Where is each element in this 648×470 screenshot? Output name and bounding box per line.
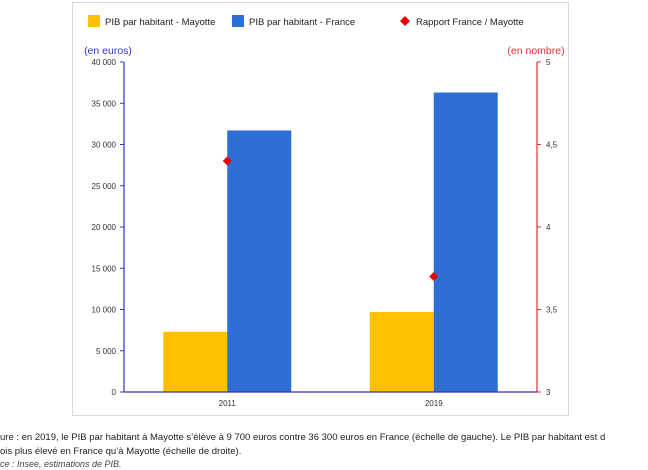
ratio-point-2019: [429, 272, 439, 281]
caption-line-2: ois plus élevé en France qu’à Mayotte (é…: [0, 446, 242, 457]
left-tick-label: 15 000: [92, 264, 117, 273]
right-tick-label: 4: [546, 223, 551, 232]
legend-label: PIB par habitant - France: [249, 17, 355, 28]
legend-swatch: [400, 16, 410, 26]
left-axis-label: (en euros): [84, 45, 132, 57]
caption-line-1: ure : en 2019, le PIB par habitant à May…: [0, 432, 606, 443]
caption-source: ce : Insee, estimations de PIB.: [0, 459, 122, 469]
right-tick-label: 3: [546, 388, 551, 397]
chart-frame: PIB par habitant - Mayotte PIB par habita…: [72, 2, 569, 416]
legend-label: Rapport France / Mayotte: [416, 17, 524, 28]
ratio-point-2011: [222, 156, 232, 166]
left-axis-ticks: 0 5 000 10 000 15 000 20 000 25 000 30 000 35 0…: [92, 58, 124, 397]
left-tick-label: 40 000: [92, 58, 117, 67]
legend-swatch: [88, 15, 100, 27]
ratio-points: [222, 156, 439, 281]
bar-france-2011: [227, 130, 292, 392]
bar-mayotte-2011: [163, 331, 228, 392]
bar-france-2019: [433, 92, 498, 393]
right-axis-ticks: 3 3,5 4 4,5 5: [537, 58, 558, 397]
legend: PIB par habitant - Mayotte PIB par habita…: [88, 15, 524, 28]
left-tick-label: 20 000: [92, 223, 117, 232]
legend-label: PIB par habitant - Mayotte: [105, 17, 215, 28]
left-tick-label: 5 000: [96, 347, 117, 356]
x-axis-ticks: 2011 2019: [219, 399, 444, 408]
left-tick-label: 25 000: [92, 182, 117, 191]
left-tick-label: 35 000: [92, 99, 117, 108]
left-tick-label: 10 000: [92, 306, 117, 315]
legend-swatch: [232, 15, 244, 27]
right-tick-label: 4,5: [546, 141, 558, 150]
left-tick-label: 30 000: [92, 141, 117, 150]
x-tick-label-2019: 2019: [425, 399, 443, 408]
axes: [123, 62, 538, 393]
right-tick-label: 3,5: [546, 306, 558, 315]
right-tick-label: 5: [546, 58, 551, 67]
x-tick-label-2011: 2011: [219, 399, 237, 408]
left-tick-label: 0: [112, 388, 117, 397]
bar-mayotte-2019: [369, 311, 434, 392]
bar-chart: PIB par habitant - Mayotte PIB par habita…: [84, 15, 565, 408]
right-axis-label: (en nombre): [507, 45, 564, 57]
bars: [163, 92, 498, 393]
